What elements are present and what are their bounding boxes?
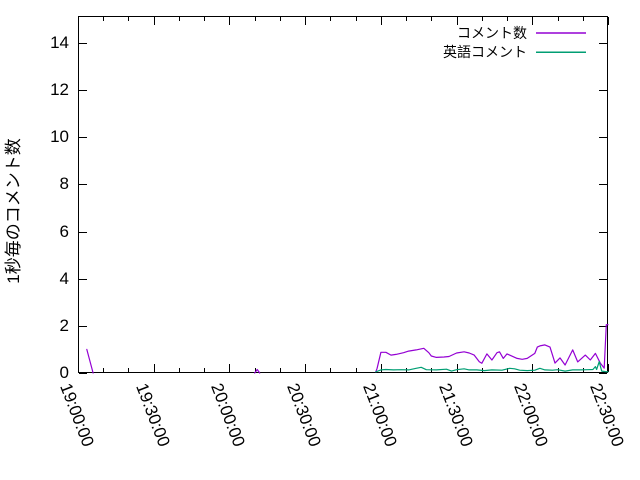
y-tick-label: 12: [50, 80, 69, 100]
y-axis-title: 1秒毎のコメント数: [4, 138, 23, 284]
series-line-comments: [254, 368, 261, 374]
series-line-english-comments: [375, 361, 609, 373]
y-tick-label: 0: [59, 363, 69, 382]
y-tick-label: 4: [59, 268, 69, 288]
legend-label-english-comments: 英語コメント: [443, 44, 527, 60]
y-tick-label: 2: [59, 315, 69, 335]
plot-border: [78, 16, 608, 373]
legend-label-comments: コメント数: [457, 25, 527, 41]
y-tick-label: 14: [50, 33, 69, 52]
y-tick-label: 6: [59, 221, 69, 241]
y-tick-label: 8: [59, 174, 69, 194]
y-tick-label: 10: [50, 127, 69, 147]
series-line-comments: [86, 348, 94, 374]
series-line-comments: [375, 324, 609, 373]
